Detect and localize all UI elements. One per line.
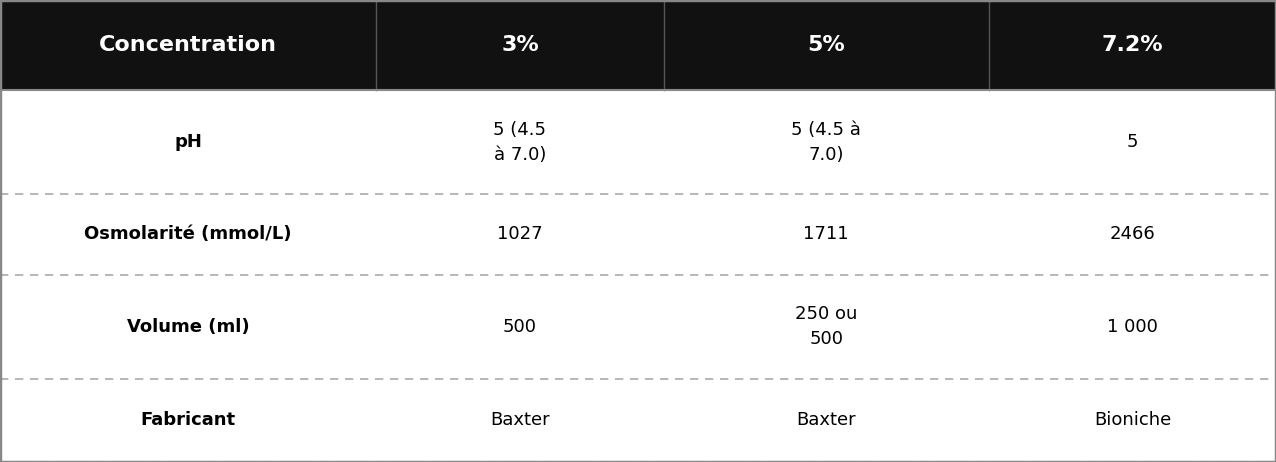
Text: 1 000: 1 000 — [1108, 318, 1157, 336]
Text: 500: 500 — [503, 318, 537, 336]
Bar — [0, 0, 1276, 90]
Text: Baxter: Baxter — [796, 412, 856, 429]
Bar — [0, 275, 1276, 379]
Text: Bioniche: Bioniche — [1094, 412, 1171, 429]
Text: 250 ou
500: 250 ou 500 — [795, 305, 857, 348]
Text: 1711: 1711 — [804, 225, 849, 243]
Text: 5 (4.5 à
7.0): 5 (4.5 à 7.0) — [791, 121, 861, 164]
Text: 5: 5 — [1127, 133, 1138, 151]
Text: 2466: 2466 — [1110, 225, 1155, 243]
Text: 1027: 1027 — [498, 225, 542, 243]
Bar — [0, 194, 1276, 275]
Text: 3%: 3% — [501, 35, 538, 55]
Text: Fabricant: Fabricant — [140, 412, 236, 429]
Text: pH: pH — [175, 133, 202, 151]
Bar — [0, 379, 1276, 462]
Text: Baxter: Baxter — [490, 412, 550, 429]
Text: Osmolarité (mmol/L): Osmolarité (mmol/L) — [84, 225, 292, 243]
Text: 7.2%: 7.2% — [1101, 35, 1164, 55]
Text: Volume (ml): Volume (ml) — [126, 318, 250, 336]
Text: Concentration: Concentration — [100, 35, 277, 55]
Text: 5 (4.5
à 7.0): 5 (4.5 à 7.0) — [494, 121, 546, 164]
Bar — [0, 90, 1276, 194]
Text: 5%: 5% — [808, 35, 845, 55]
